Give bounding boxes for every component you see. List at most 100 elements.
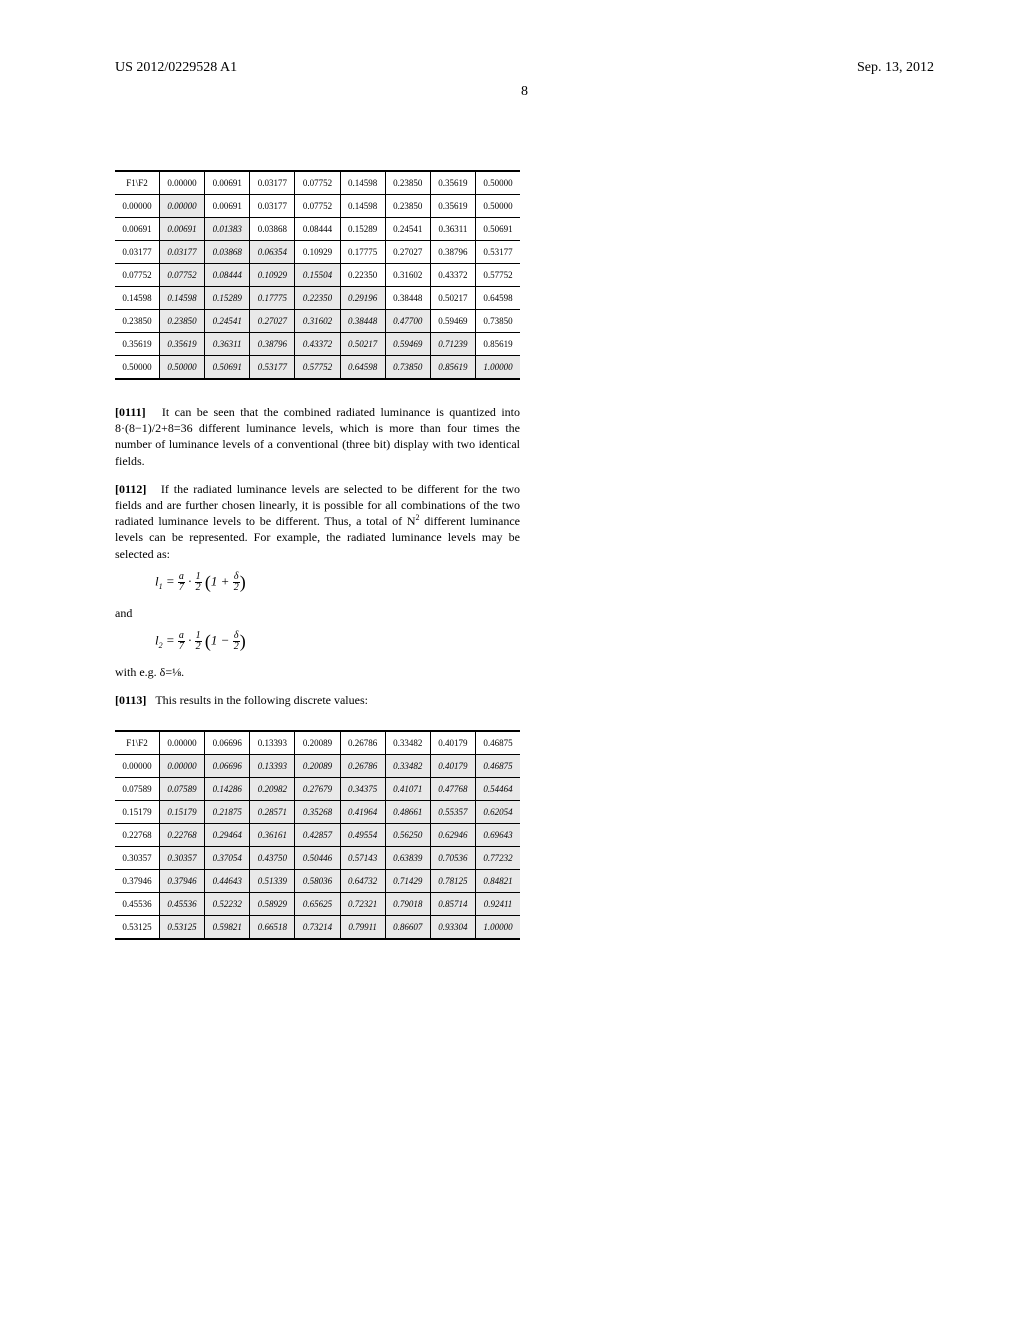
- table-row-header: 0.35619: [115, 333, 159, 356]
- table-cell: 0.31602: [385, 264, 430, 287]
- table-cell: 0.73214: [295, 916, 340, 940]
- table-cell: 0.59821: [205, 916, 250, 940]
- formula-sub: 2: [159, 641, 163, 650]
- frac-den: 7: [178, 583, 185, 593]
- table-col-header: 0.23850: [385, 171, 430, 195]
- table-cell: 0.44643: [205, 870, 250, 893]
- table-cell: 0.51339: [250, 870, 295, 893]
- table-row-header: 0.00000: [115, 755, 159, 778]
- table-cell: 0.21875: [205, 801, 250, 824]
- table-cell: 0.93304: [430, 916, 475, 940]
- equals: =: [166, 632, 178, 647]
- one: 1: [211, 632, 221, 647]
- table-col-header: 0.06696: [205, 731, 250, 755]
- table-cell: 0.85714: [430, 893, 475, 916]
- table-cell: 0.36311: [205, 333, 250, 356]
- table-cell: 0.55357: [430, 801, 475, 824]
- table-cell: 0.07589: [159, 778, 204, 801]
- frac-den: 2: [233, 583, 240, 593]
- table-cell: 0.47700: [385, 310, 430, 333]
- table-cell: 0.79911: [340, 916, 385, 940]
- table-cell: 0.78125: [430, 870, 475, 893]
- table-row-header: 0.50000: [115, 356, 159, 380]
- table-cell: 0.57143: [340, 847, 385, 870]
- table-cell: 0.27027: [385, 241, 430, 264]
- table-cell: 0.15504: [295, 264, 340, 287]
- table-cell: 0.34375: [340, 778, 385, 801]
- table-row-header: 0.45536: [115, 893, 159, 916]
- delta-value-line: with e.g. δ=⅛.: [115, 664, 520, 680]
- table-cell: 0.00000: [159, 195, 204, 218]
- table-cell: 0.27679: [295, 778, 340, 801]
- table-cell: 0.71239: [430, 333, 475, 356]
- table-col-header: 0.03177: [250, 171, 295, 195]
- table-cell: 0.57752: [295, 356, 340, 380]
- luminance-table-2: F1\F20.000000.066960.133930.200890.26786…: [115, 730, 520, 940]
- table-cell: 0.28571: [250, 801, 295, 824]
- table-cell: 0.64598: [340, 356, 385, 380]
- paragraph-0112: [0112] If the radiated luminance levels …: [115, 481, 520, 562]
- table-cell: 0.06696: [205, 755, 250, 778]
- table-row-header: 0.22768: [115, 824, 159, 847]
- table-cell: 0.72321: [340, 893, 385, 916]
- table-row-header: 0.03177: [115, 241, 159, 264]
- rparen: ): [240, 572, 246, 592]
- table-cell: 0.36161: [250, 824, 295, 847]
- table-cell: 0.36311: [430, 218, 475, 241]
- table-cell: 0.00691: [205, 195, 250, 218]
- table-cell: 0.33482: [385, 755, 430, 778]
- frac-den: 7: [178, 642, 185, 652]
- frac-den: 2: [233, 642, 240, 652]
- page: US 2012/0229528 A1 Sep. 13, 2012 8 F1\F2…: [0, 0, 1024, 1320]
- table-cell: 0.10929: [250, 264, 295, 287]
- table-cell: 0.00000: [159, 755, 204, 778]
- table-cell: 0.38796: [250, 333, 295, 356]
- table-cell: 0.24541: [205, 310, 250, 333]
- table-cell: 0.45536: [159, 893, 204, 916]
- table-cell: 0.52232: [205, 893, 250, 916]
- table-corner: F1\F2: [115, 171, 159, 195]
- table-cell: 0.50000: [159, 356, 204, 380]
- table-cell: 0.03177: [250, 195, 295, 218]
- table-cell: 0.50446: [295, 847, 340, 870]
- frac-1-2: 12: [195, 631, 202, 652]
- table-col-header: 0.13393: [250, 731, 295, 755]
- one: 1: [211, 573, 221, 588]
- table-cell: 0.17775: [250, 287, 295, 310]
- table-cell: 0.58929: [250, 893, 295, 916]
- table-cell: 0.06354: [250, 241, 295, 264]
- table-col-header: 0.46875: [475, 731, 520, 755]
- table-cell: 0.24541: [385, 218, 430, 241]
- table-cell: 0.35268: [295, 801, 340, 824]
- table-cell: 0.64732: [340, 870, 385, 893]
- table-cell: 0.35619: [430, 195, 475, 218]
- formula-l1: l1 = a7 · 12 (1 + δ2): [155, 572, 520, 593]
- table-cell: 0.17775: [340, 241, 385, 264]
- table-row-header: 0.07752: [115, 264, 159, 287]
- formula-sub: 1: [159, 582, 163, 591]
- table-col-header: 0.33482: [385, 731, 430, 755]
- table-cell: 0.03868: [250, 218, 295, 241]
- table-cell: 0.92411: [475, 893, 520, 916]
- table-cell: 0.79018: [385, 893, 430, 916]
- table-row-header: 0.00691: [115, 218, 159, 241]
- table-col-header: 0.07752: [295, 171, 340, 195]
- para-text: This results in the following discrete v…: [155, 693, 368, 707]
- frac-a-7: a7: [178, 572, 185, 593]
- table-cell: 0.10929: [295, 241, 340, 264]
- table-cell: 0.71429: [385, 870, 430, 893]
- table-cell: 0.62946: [430, 824, 475, 847]
- table-cell: 0.22768: [159, 824, 204, 847]
- table-cell: 0.03868: [205, 241, 250, 264]
- table-cell: 0.01383: [205, 218, 250, 241]
- table-row-header: 0.15179: [115, 801, 159, 824]
- table-cell: 0.26786: [340, 755, 385, 778]
- table-cell: 0.59469: [385, 333, 430, 356]
- table-cell: 0.59469: [430, 310, 475, 333]
- table-cell: 0.23850: [385, 195, 430, 218]
- content-column: F1\F20.000000.006910.031770.077520.14598…: [115, 170, 520, 940]
- table-cell: 0.73850: [385, 356, 430, 380]
- table-cell: 0.63839: [385, 847, 430, 870]
- table-cell: 0.43372: [430, 264, 475, 287]
- table-col-header: 0.40179: [430, 731, 475, 755]
